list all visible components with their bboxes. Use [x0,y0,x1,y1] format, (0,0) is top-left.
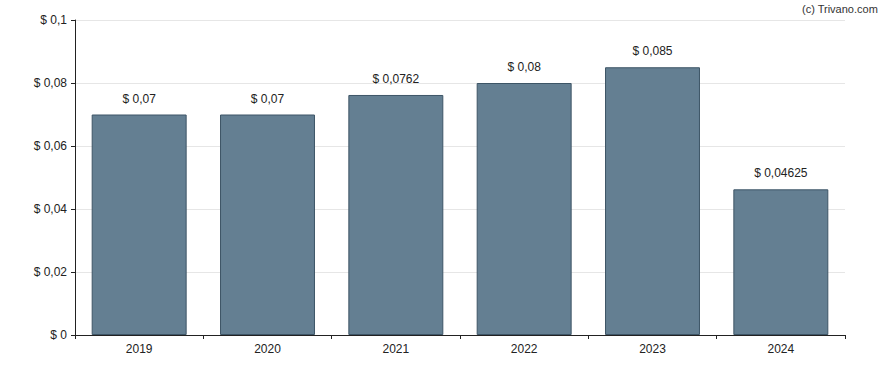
svg-text:2019: 2019 [126,342,153,356]
svg-text:$ 0,085: $ 0,085 [632,44,672,58]
svg-text:$ 0,04625: $ 0,04625 [754,166,808,180]
svg-text:$ 0,02: $ 0,02 [34,265,68,279]
svg-text:2021: 2021 [382,342,409,356]
svg-text:2024: 2024 [767,342,794,356]
svg-text:$ 0: $ 0 [50,328,67,342]
svg-text:(c) Trivano.com: (c) Trivano.com [802,3,878,15]
svg-text:$ 0,08: $ 0,08 [34,76,68,90]
svg-text:$ 0,07: $ 0,07 [122,92,156,106]
svg-text:2023: 2023 [639,342,666,356]
svg-text:$ 0,1: $ 0,1 [40,13,67,27]
svg-text:$ 0,08: $ 0,08 [507,60,541,74]
svg-text:2022: 2022 [511,342,538,356]
svg-text:$ 0,06: $ 0,06 [34,139,68,153]
svg-text:2020: 2020 [254,342,281,356]
svg-text:$ 0,04: $ 0,04 [34,202,68,216]
svg-text:$ 0,07: $ 0,07 [251,92,285,106]
svg-text:$ 0,0762: $ 0,0762 [372,72,419,86]
